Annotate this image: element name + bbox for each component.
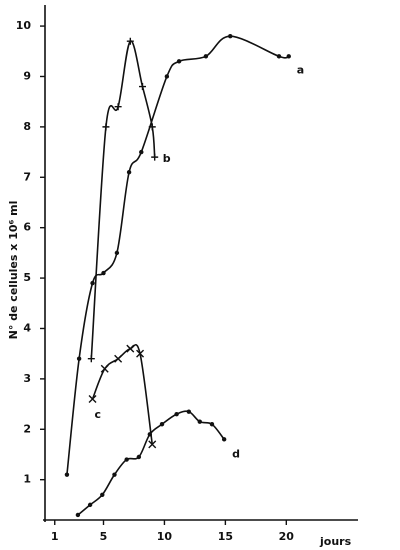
point: [75, 512, 81, 518]
point: [126, 37, 134, 45]
point: [176, 59, 182, 64]
point: [114, 354, 123, 363]
point: [197, 419, 202, 424]
point: [228, 33, 233, 39]
point: [76, 356, 82, 361]
y-tick-label: 6: [23, 221, 31, 234]
point: [139, 83, 146, 91]
point: [151, 153, 159, 161]
x-tick-label: 5: [100, 530, 108, 543]
x-tick-label: 1: [51, 530, 59, 543]
x-axis-label: jours: [319, 535, 352, 548]
x-tick-label: 10: [157, 530, 173, 543]
curve: [77, 410, 225, 516]
y-tick-label: 2: [23, 422, 31, 435]
x-tick-label: 15: [218, 530, 233, 543]
point: [87, 502, 93, 508]
y-axis-label: N° de cellules x 10⁶ ml: [7, 201, 20, 340]
point: [126, 170, 132, 175]
curve: [90, 40, 156, 359]
point: [221, 437, 227, 442]
point: [159, 422, 165, 427]
y-tick-label: 10: [16, 19, 32, 32]
point: [164, 74, 170, 79]
point: [100, 364, 109, 373]
point: [90, 280, 95, 286]
point: [136, 454, 142, 460]
point: [174, 411, 179, 417]
x-tick-label: 20: [279, 530, 295, 543]
y-tick-label: 4: [23, 321, 31, 334]
point: [124, 457, 129, 462]
point: [186, 409, 192, 414]
point: [126, 344, 135, 353]
point: [88, 395, 97, 404]
point: [209, 422, 215, 427]
y-tick-label: 7: [23, 170, 31, 183]
series-label: a: [297, 63, 304, 76]
y-tick-label: 1: [23, 473, 31, 486]
point: [100, 492, 105, 497]
point: [114, 103, 122, 111]
point: [276, 54, 282, 59]
curve: [91, 344, 154, 445]
y-tick-label: 5: [23, 271, 31, 284]
point: [148, 440, 157, 449]
point: [286, 54, 291, 59]
series-label: d: [232, 447, 240, 460]
point: [101, 270, 106, 276]
point: [64, 472, 70, 477]
y-tick-label: 9: [23, 69, 31, 82]
y-tick-label: 3: [23, 372, 31, 385]
series-label: c: [95, 408, 102, 421]
point: [114, 250, 120, 256]
point: [139, 149, 144, 155]
point: [102, 123, 110, 131]
point: [148, 123, 156, 131]
point: [203, 54, 209, 59]
point: [87, 355, 95, 363]
y-tick-label: 8: [23, 120, 31, 133]
point: [147, 432, 153, 437]
series-label: b: [163, 152, 171, 165]
point: [136, 349, 145, 358]
point: [112, 472, 117, 477]
